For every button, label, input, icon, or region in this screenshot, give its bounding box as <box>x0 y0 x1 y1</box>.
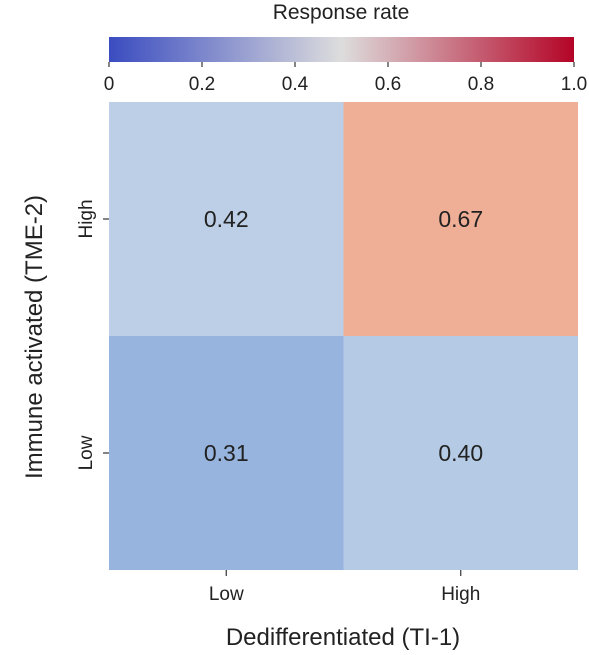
colorbar <box>109 37 574 62</box>
colorbar-tick-label: 0 <box>104 74 115 95</box>
y-tick-label: High <box>76 199 97 238</box>
colorbar-tick-label: 0.2 <box>189 74 215 95</box>
cell-value-label: 0.42 <box>204 206 249 232</box>
y-tick-label: Low <box>76 435 97 470</box>
cell-value-label: 0.31 <box>204 440 249 466</box>
heatmap-cell <box>343 102 578 336</box>
cell-value-label: 0.67 <box>438 206 483 232</box>
axis-ticks: Low High High Low <box>76 199 480 605</box>
heatmap-cell <box>109 102 344 336</box>
x-axis-title: Dedifferentiated (TI-1) <box>226 624 460 651</box>
heatmap-cells: 0.42 0.67 0.31 0.40 <box>109 102 578 570</box>
heatmap-cell <box>343 336 578 570</box>
y-axis-title: Immune activated (TME-2) <box>21 195 48 479</box>
colorbar-tick-label: 1.0 <box>561 74 587 95</box>
x-tick-label: High <box>441 584 480 605</box>
colorbar-tick-label: 0.6 <box>375 74 401 95</box>
colorbar-title: Response rate <box>273 1 410 24</box>
x-tick-label: Low <box>209 584 244 605</box>
heatmap-cell <box>109 336 344 570</box>
colorbar-ticks: 0 0.2 0.4 0.6 0.8 1.0 <box>104 62 587 95</box>
cell-value-label: 0.40 <box>438 440 483 466</box>
colorbar-tick-label: 0.8 <box>468 74 494 95</box>
colorbar-tick-label: 0.4 <box>282 74 309 95</box>
